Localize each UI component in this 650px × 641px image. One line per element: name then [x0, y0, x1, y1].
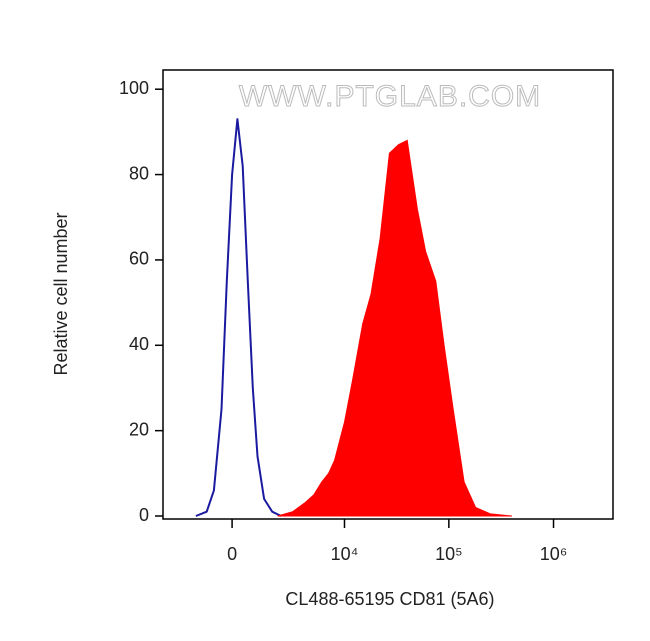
x-axis-label: CL488-65195 CD81 (5A6) [285, 589, 494, 609]
x-tick-label: 0 [227, 544, 237, 564]
x-tick-label: 10⁴ [331, 544, 359, 564]
x-tick-label: 10⁵ [435, 544, 462, 564]
y-tick-label: 20 [129, 419, 149, 439]
watermark: WWW.PTGLAB.COM [239, 80, 541, 113]
y-tick-label: 80 [129, 163, 149, 183]
histogram-area [277, 139, 512, 517]
y-tick-label: 40 [129, 334, 149, 354]
y-tick-label: 0 [139, 505, 149, 525]
y-tick-label: 60 [129, 249, 149, 269]
y-axis-label: Relative cell number [51, 212, 71, 375]
plot-frame [162, 69, 614, 520]
y-tick-label: 100 [119, 78, 149, 98]
x-tick-label: 10⁶ [540, 544, 567, 564]
histogram-line [195, 118, 282, 517]
